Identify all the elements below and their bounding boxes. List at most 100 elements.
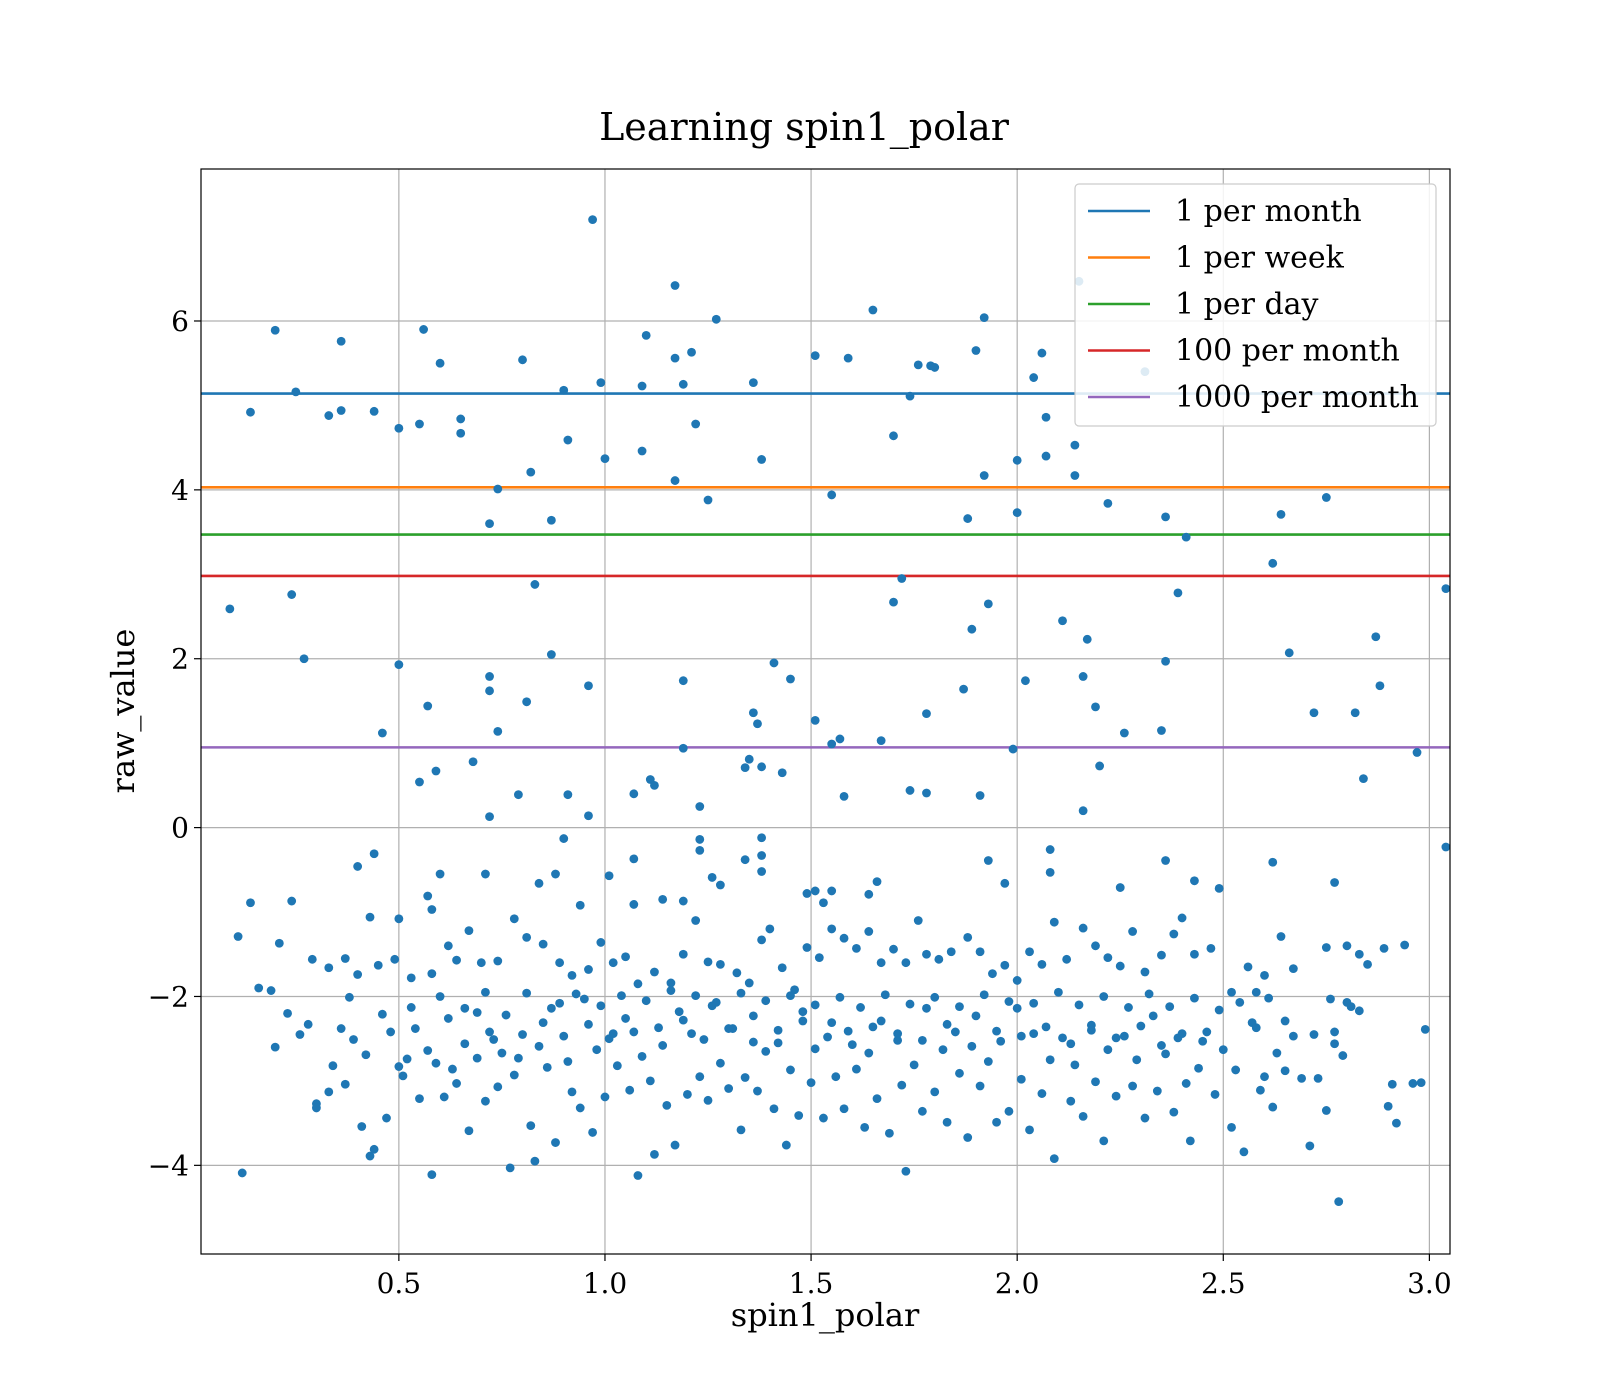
data-point [1198, 1036, 1208, 1046]
data-point [1408, 1079, 1418, 1088]
data-point [810, 1044, 820, 1054]
legend-box [1074, 183, 1437, 427]
data-point [831, 1072, 841, 1082]
data-point [670, 281, 680, 290]
data-point [1210, 1090, 1220, 1099]
y-axis-ticks: −4 −2 0 2 4 6 [148, 305, 201, 1182]
data-point [299, 654, 309, 664]
data-point [485, 672, 494, 681]
legend-label: 1 per month [1175, 194, 1362, 229]
data-point [1074, 1000, 1084, 1010]
data-point [1251, 987, 1261, 997]
data-point [530, 1156, 540, 1166]
data-point [629, 1027, 639, 1037]
data-point [493, 484, 503, 494]
data-point [353, 970, 363, 979]
data-point [546, 515, 556, 525]
data-point [600, 1092, 610, 1102]
data-point [551, 869, 560, 879]
data-point [786, 1065, 795, 1075]
data-point [254, 983, 264, 993]
data-point [291, 387, 301, 397]
data-point [1128, 927, 1137, 936]
data-point [1268, 558, 1278, 568]
data-point [1177, 913, 1187, 923]
data-point [1115, 961, 1125, 971]
data-point [1070, 440, 1080, 450]
scatter-points [225, 215, 1451, 1207]
data-point [979, 471, 989, 480]
data-point [843, 353, 853, 363]
data-point [349, 1035, 358, 1044]
data-point [839, 1104, 849, 1114]
data-point [369, 406, 379, 416]
data-point [324, 411, 334, 420]
data-point [897, 1080, 907, 1090]
data-point [419, 325, 428, 334]
data-point [1029, 373, 1039, 382]
data-point [1037, 959, 1047, 969]
data-point [1371, 632, 1381, 642]
data-point [353, 862, 363, 871]
data-point [1082, 634, 1092, 644]
data-point [505, 1163, 515, 1173]
data-point [1181, 1079, 1191, 1088]
data-point [1255, 1085, 1265, 1095]
data-point [225, 604, 235, 614]
data-point [423, 701, 433, 711]
data-point [270, 325, 280, 335]
data-point [485, 686, 494, 696]
data-point [501, 1010, 511, 1020]
y-tick-label: 0 [171, 812, 189, 845]
data-point [1235, 997, 1245, 1007]
data-point [917, 1035, 927, 1045]
data-point [546, 1003, 556, 1013]
data-point [406, 1003, 416, 1012]
data-point [1066, 1039, 1076, 1049]
data-point [1280, 1066, 1290, 1076]
data-point [1045, 867, 1055, 877]
data-point [1152, 1086, 1162, 1096]
data-point [1330, 1039, 1339, 1049]
data-point [287, 896, 297, 906]
data-point [901, 1166, 911, 1176]
data-point [1309, 708, 1319, 718]
data-point [1161, 656, 1170, 666]
data-point [1268, 1102, 1278, 1112]
data-point [534, 1041, 544, 1051]
data-point [996, 1036, 1006, 1046]
data-point [1091, 1077, 1100, 1087]
data-point [1231, 1065, 1241, 1075]
data-point [1169, 1107, 1179, 1117]
data-point [942, 1019, 952, 1029]
data-point [715, 1058, 725, 1068]
data-point [567, 1087, 577, 1097]
data-point [629, 900, 639, 909]
data-point [769, 1104, 779, 1114]
data-point [493, 956, 503, 966]
data-point [559, 385, 569, 395]
data-point [415, 1094, 424, 1104]
data-point [1078, 672, 1088, 681]
data-point [534, 878, 544, 888]
data-point [1095, 761, 1105, 771]
data-point [930, 1087, 940, 1097]
data-point [509, 914, 519, 924]
data-point [971, 346, 981, 355]
data-point [489, 1035, 499, 1044]
data-point [621, 952, 630, 962]
data-point [596, 378, 606, 388]
data-point [1157, 726, 1166, 735]
data-point [526, 1121, 536, 1131]
data-point [934, 954, 944, 964]
data-point [1251, 1023, 1261, 1033]
data-point [740, 855, 750, 865]
data-point [1041, 412, 1051, 422]
data-point [827, 739, 837, 749]
data-point [344, 992, 354, 1002]
y-tick-label: 6 [171, 305, 189, 338]
data-point [303, 1019, 313, 1029]
data-point [575, 900, 585, 910]
data-point [1359, 774, 1368, 784]
